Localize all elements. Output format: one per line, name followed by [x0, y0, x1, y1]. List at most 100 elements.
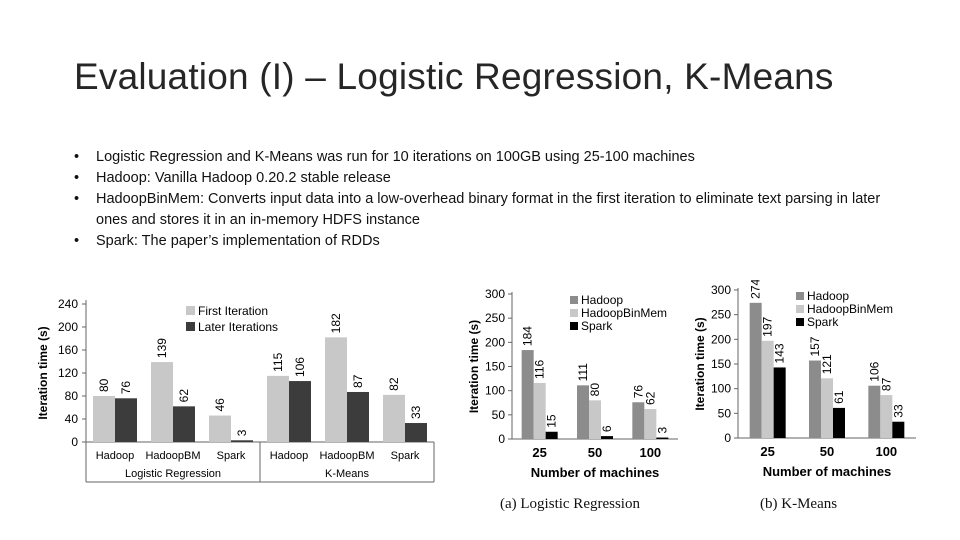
- legend-label: Hadoop: [807, 289, 849, 303]
- data-label: 121: [820, 354, 834, 374]
- y-tick-label: 200: [58, 320, 78, 334]
- x-tick-label: 50: [588, 445, 602, 460]
- bar-hadoop-25: [749, 302, 762, 438]
- y-tick-label: 120: [58, 366, 78, 380]
- data-label: 106: [867, 361, 881, 381]
- legend-swatch-hadoopbinmem: [570, 309, 578, 317]
- x-tick-label: HadoopBM: [145, 450, 200, 462]
- y-tick-label: 200: [711, 332, 731, 346]
- bar-later-iterations-0: [115, 398, 137, 442]
- bar-hadoopbinmem-100: [880, 395, 893, 438]
- bar-hadoop-100: [632, 402, 645, 439]
- bullet-item: HadoopBinMem: Converts input data into a…: [74, 189, 904, 231]
- legend-label: Hadoop: [581, 293, 623, 307]
- bar-first-iteration-5: [383, 394, 405, 442]
- y-tick-label: 240: [58, 297, 78, 311]
- group-label: K-Means: [325, 468, 370, 480]
- x-tick-label: Spark: [391, 450, 420, 462]
- x-axis-label: Number of machines: [763, 464, 892, 479]
- bullet-list: Logistic Regression and K-Means was run …: [74, 147, 904, 252]
- bar-hadoopbinmem-25: [533, 382, 546, 439]
- data-label: 76: [119, 381, 133, 395]
- bar-spark-50: [601, 436, 613, 439]
- caption-logistic-regression: (a) Logistic Regression: [500, 496, 640, 512]
- slide-title: Evaluation (I) – Logistic Regression, K-…: [74, 56, 834, 97]
- data-label: 139: [155, 338, 169, 358]
- legend-swatch-hadoopbinmem: [796, 305, 804, 313]
- bar-first-iteration-1: [151, 362, 173, 442]
- bar-spark-50: [833, 407, 845, 438]
- y-tick-label: 0: [724, 431, 731, 445]
- bar-hadoop-25: [521, 350, 534, 439]
- y-tick-label: 300: [485, 287, 505, 301]
- bar-hadoop-50: [809, 360, 821, 438]
- y-tick-label: 160: [58, 343, 78, 357]
- bar-later-iterations-2: [231, 440, 253, 442]
- data-label: 80: [588, 383, 602, 397]
- bar-hadoop-100: [868, 385, 881, 438]
- legend-label: Later Iterations: [198, 320, 278, 334]
- bar-hadoop-50: [577, 385, 589, 439]
- y-tick-label: 40: [65, 412, 79, 426]
- legend-swatch-first-iteration: [186, 306, 195, 315]
- bar-first-iteration-2: [209, 415, 231, 442]
- data-label: 46: [213, 398, 227, 412]
- data-label: 87: [879, 377, 893, 391]
- caption-k-means: (b) K-Means: [760, 496, 838, 512]
- bar-later-iterations-3: [289, 381, 311, 442]
- y-axis-label: Iteration time (s): [693, 317, 707, 410]
- bar-first-iteration-3: [267, 375, 289, 442]
- bar-spark-100: [892, 421, 905, 438]
- legend-swatch-later-iterations: [186, 322, 195, 331]
- data-label: 87: [351, 374, 365, 388]
- data-label: 3: [235, 429, 249, 436]
- legend-label: HadoopBinMem: [807, 302, 893, 316]
- y-tick-label: 150: [485, 360, 505, 374]
- data-label: 157: [808, 336, 822, 356]
- data-label: 62: [643, 391, 657, 405]
- data-label: 106: [293, 357, 307, 377]
- bar-hadoopbinmem-50: [589, 400, 601, 439]
- legend-swatch-hadoop: [570, 296, 578, 304]
- bar-first-iteration-4: [325, 337, 347, 442]
- y-tick-label: 150: [711, 357, 731, 371]
- bar-later-iterations-4: [347, 391, 369, 442]
- data-label: 82: [387, 377, 401, 391]
- chart-combined: 0 40 80 120 160 200 240 Iteration time (s) 80 76 H…: [36, 297, 435, 483]
- data-label: 33: [891, 404, 905, 418]
- x-tick-label: Hadoop: [96, 450, 135, 462]
- data-label: 182: [329, 313, 343, 333]
- data-label: 274: [749, 280, 763, 299]
- legend-label: First Iteration: [198, 304, 268, 318]
- legend-label: HadoopBinMem: [581, 306, 667, 320]
- bar-hadoopbinmem-100: [644, 409, 657, 439]
- legend-swatch-hadoop: [796, 292, 804, 300]
- legend-label: Spark: [807, 315, 839, 329]
- y-tick-label: 250: [485, 311, 505, 325]
- bar-later-iterations-5: [405, 423, 427, 442]
- bar-hadoopbinmem-50: [821, 378, 833, 438]
- x-tick-label: Spark: [217, 450, 246, 462]
- y-tick-label: 100: [485, 384, 505, 398]
- y-tick-label: 300: [711, 283, 731, 297]
- data-label: 62: [177, 389, 191, 403]
- x-tick-label: Hadoop: [270, 450, 309, 462]
- bullet-item: Logistic Regression and K-Means was run …: [74, 147, 904, 168]
- bar-hadoopbinmem-25: [761, 340, 774, 438]
- x-tick-label: 25: [532, 445, 546, 460]
- y-tick-label: 0: [71, 435, 78, 449]
- x-tick-label: HadoopBM: [319, 450, 374, 462]
- data-label: 111: [576, 363, 590, 382]
- data-label: 15: [545, 414, 559, 428]
- data-label: 143: [773, 343, 787, 363]
- x-tick-label: 25: [760, 444, 774, 459]
- data-label: 33: [409, 405, 423, 419]
- legend-label: Spark: [581, 319, 613, 333]
- data-label: 197: [761, 316, 775, 336]
- legend-swatch-spark: [796, 318, 804, 326]
- y-axis-label: Iteration time (s): [467, 320, 481, 413]
- bar-first-iteration-0: [93, 396, 115, 442]
- chart-k-means: 0 50 100 150 200 250 300 Iteration time (s) 274 1…: [693, 280, 916, 479]
- y-tick-label: 50: [492, 408, 506, 422]
- x-axis-label: Number of machines: [531, 465, 660, 480]
